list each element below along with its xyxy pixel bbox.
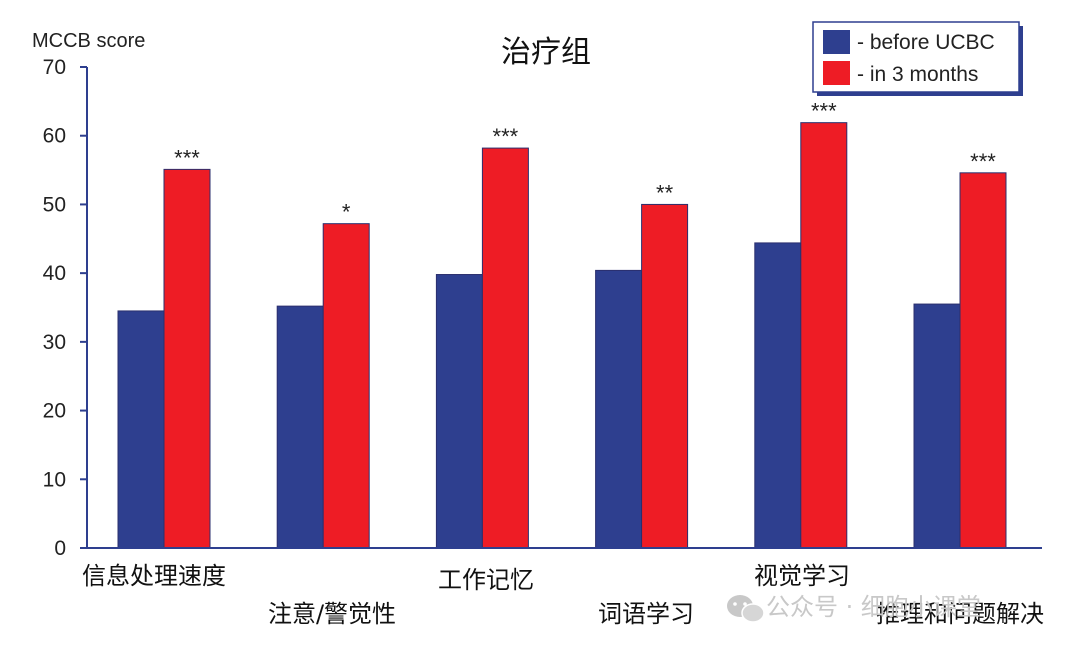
y-axis-label: MCCB score <box>32 30 145 52</box>
bar-after-1 <box>322 223 370 549</box>
significance-label: *** <box>970 149 996 174</box>
bar-before-1 <box>276 305 324 549</box>
significance-label: * <box>342 200 351 225</box>
bar-after-2 <box>481 147 529 549</box>
y-axis-ticks: 0 10 20 30 40 50 60 70 <box>43 56 87 560</box>
significance-label: *** <box>811 99 837 124</box>
bar-before-3 <box>595 269 643 549</box>
bar-after-3 <box>641 203 689 549</box>
bar-before-2 <box>435 274 483 549</box>
legend-swatch-before <box>823 30 850 54</box>
significance-label: ** <box>656 180 674 205</box>
y-tick-label: 60 <box>43 125 66 148</box>
y-tick-label: 30 <box>43 331 66 354</box>
significance-label: *** <box>174 145 200 170</box>
legend-label-after: - in 3 months <box>857 63 978 86</box>
bars <box>117 122 1007 549</box>
watermark-text: 公众号 · 细胞小课堂 <box>766 593 981 621</box>
chart-title: 治疗组 <box>501 35 591 70</box>
x-tick-label: 视觉学习 <box>754 562 850 590</box>
bar-before-5 <box>913 303 961 549</box>
y-tick-label: 20 <box>43 400 66 423</box>
y-tick-label: 40 <box>43 262 66 285</box>
y-tick-label: 0 <box>54 537 66 560</box>
bar-before-4 <box>754 242 802 549</box>
legend: - before UCBC - in 3 months <box>812 21 1023 96</box>
bar-before-0 <box>117 310 165 549</box>
bar-after-4 <box>800 122 848 549</box>
significance-label: *** <box>493 124 519 149</box>
watermark: 公众号 · 细胞小课堂 <box>727 593 981 623</box>
x-tick-label: 工作记忆 <box>438 566 534 594</box>
bar-after-5 <box>959 172 1007 549</box>
x-tick-label: 注意/警觉性 <box>268 600 396 628</box>
wechat-icon <box>727 595 765 623</box>
legend-swatch-after <box>823 61 850 85</box>
y-tick-label: 10 <box>43 468 66 491</box>
x-tick-label: 推理和问题解决 <box>876 600 1044 628</box>
bar-after-0 <box>163 168 211 549</box>
y-tick-label: 50 <box>43 193 66 216</box>
x-tick-label: 词语学习 <box>598 600 694 628</box>
legend-label-before: - before UCBC <box>857 31 995 54</box>
y-tick-label: 70 <box>43 56 66 79</box>
significance-labels: *************** <box>174 99 996 225</box>
x-tick-label: 信息处理速度 <box>82 562 226 590</box>
